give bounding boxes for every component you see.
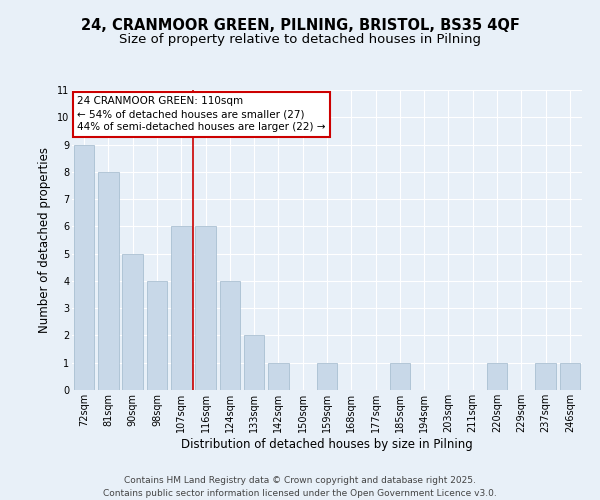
Bar: [389, 362, 410, 390]
Bar: [220, 281, 240, 390]
Text: Size of property relative to detached houses in Pilning: Size of property relative to detached ho…: [119, 32, 481, 46]
Text: 24, CRANMOOR GREEN, PILNING, BRISTOL, BS35 4QF: 24, CRANMOOR GREEN, PILNING, BRISTOL, BS…: [80, 18, 520, 32]
Bar: [535, 362, 556, 390]
Bar: [268, 362, 289, 390]
Bar: [487, 362, 508, 390]
X-axis label: Distribution of detached houses by size in Pilning: Distribution of detached houses by size …: [181, 438, 473, 450]
Bar: [98, 172, 119, 390]
Text: Contains HM Land Registry data © Crown copyright and database right 2025.
Contai: Contains HM Land Registry data © Crown c…: [103, 476, 497, 498]
Bar: [244, 336, 265, 390]
Bar: [146, 281, 167, 390]
Bar: [560, 362, 580, 390]
Y-axis label: Number of detached properties: Number of detached properties: [38, 147, 52, 333]
Bar: [122, 254, 143, 390]
Bar: [74, 144, 94, 390]
Bar: [195, 226, 216, 390]
Bar: [171, 226, 191, 390]
Text: 24 CRANMOOR GREEN: 110sqm
← 54% of detached houses are smaller (27)
44% of semi-: 24 CRANMOOR GREEN: 110sqm ← 54% of detac…: [77, 96, 326, 132]
Bar: [317, 362, 337, 390]
